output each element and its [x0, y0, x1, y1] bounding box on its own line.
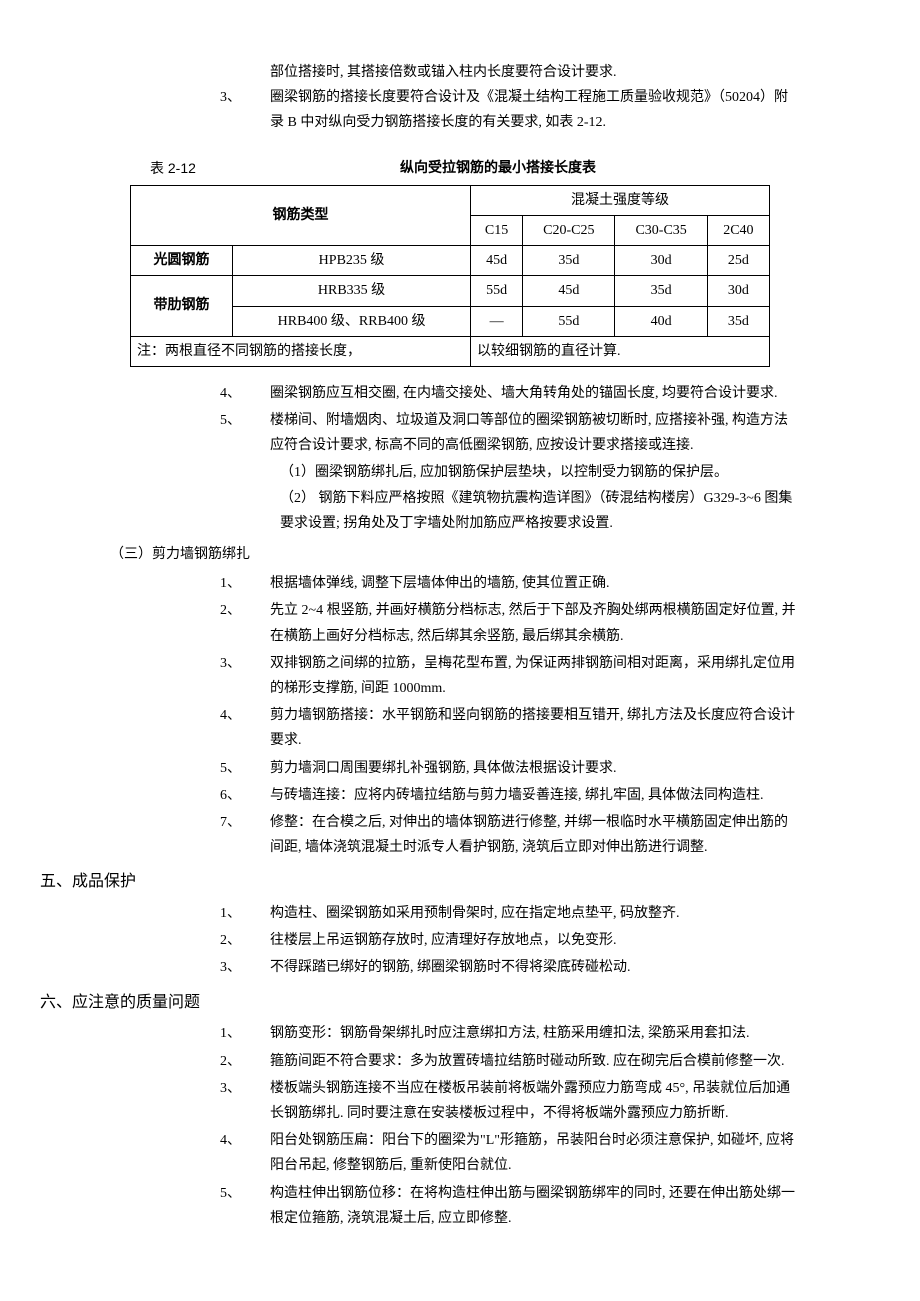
col-c20: C20-C25 — [523, 215, 615, 245]
col-c15: C15 — [471, 215, 523, 245]
s6-item-2: 2、箍筋间距不符合要求：多为放置砖墙拉结筋时碰动所致. 应在砌完后合模前修整一次… — [220, 1049, 800, 1074]
table-caption: 表 2-12 纵向受拉钢筋的最小搭接长度表 — [120, 156, 800, 181]
s6-item-4: 4、阳台处钢筋压扁：阳台下的圈梁为"L"形箍筋，吊装阳台时必须注意保护, 如碰坏… — [220, 1128, 800, 1178]
list-item-4: 4、 圈梁钢筋应互相交圈, 在内墙交接处、墙大角转角处的锚固长度, 均要符合设计… — [220, 381, 800, 406]
s3-item-5: 5、剪力墙洞口周围要绑扎补强钢筋, 具体做法根据设计要求. — [220, 756, 800, 781]
section-3-heading: （三）剪力墙钢筋绑扎 — [110, 542, 800, 567]
cell: 55d — [523, 306, 615, 336]
cell: 45d — [471, 246, 523, 276]
row3-grade: HRB400 级、RRB400 级 — [233, 306, 471, 336]
s3-item-6: 6、与砖墙连接：应将内砖墙拉结筋与剪力墙妥善连接, 绑扎牢固, 具体做法同构造柱… — [220, 783, 800, 808]
sub-item-5-2: （2） 钢筋下料应严格按照《建筑物抗震构造详图》（砖混结构楼房）G329-3~6… — [280, 486, 800, 536]
list-item-3: 3、 圈梁钢筋的搭接长度要符合设计及《混凝土结构工程施工质量验收规范》（5020… — [220, 85, 800, 135]
heading-5: 五、成品保护 — [40, 868, 800, 897]
s3-item-1: 1、根据墙体弹线, 调整下层墙体伸出的墙筋, 使其位置正确. — [220, 571, 800, 596]
s6-item-1: 1、钢筋变形：钢筋骨架绑扎时应注意绑扣方法, 柱筋采用缠扣法, 梁筋采用套扣法. — [220, 1021, 800, 1046]
header-type: 钢筋类型 — [131, 185, 471, 245]
s6-item-3: 3、楼板端头钢筋连接不当应在楼板吊装前将板端外露预应力筋弯成 45°, 吊装就位… — [220, 1076, 800, 1126]
cell: 35d — [523, 246, 615, 276]
item-number: 3、 — [220, 85, 270, 135]
s3-item-7: 7、修整：在合模之后, 对伸出的墙体钢筋进行修整, 并绑一根临时水平横筋固定伸出… — [220, 810, 800, 860]
table-note-right: 以较细钢筋的直径计算. — [471, 336, 770, 366]
row1-grade: HPB235 级 — [233, 246, 471, 276]
table-note-left: 注：两根直径不同钢筋的搭接长度， — [131, 336, 471, 366]
cell: 30d — [615, 246, 707, 276]
s5-item-3: 3、不得踩踏已绑好的钢筋, 绑圈梁钢筋时不得将梁底砖碰松动. — [220, 955, 800, 980]
item-text: 圈梁钢筋的搭接长度要符合设计及《混凝土结构工程施工质量验收规范》（50204）附… — [270, 85, 800, 135]
s5-item-1: 1、构造柱、圈梁钢筋如采用预制骨架时, 应在指定地点垫平, 码放整齐. — [220, 901, 800, 926]
cell: 45d — [523, 276, 615, 306]
row2-cat: 带肋钢筋 — [131, 276, 233, 336]
cell: 35d — [615, 276, 707, 306]
cell: — — [471, 306, 523, 336]
splice-length-table: 钢筋类型 混凝土强度等级 C15 C20-C25 C30-C35 2C40 光圆… — [130, 185, 770, 367]
row2-grade: HRB335 级 — [233, 276, 471, 306]
item-number: 4、 — [220, 381, 270, 406]
item-number: 5、 — [220, 408, 270, 458]
s5-item-2: 2、往楼层上吊运钢筋存放时, 应清理好存放地点，以免变形. — [220, 928, 800, 953]
cell: 55d — [471, 276, 523, 306]
sub-item-5-1: （1）圈梁钢筋绑扎后, 应加钢筋保护层垫块，以控制受力钢筋的保护层。 — [280, 460, 800, 485]
cell: 25d — [707, 246, 769, 276]
col-2c40: 2C40 — [707, 215, 769, 245]
cell: 35d — [707, 306, 769, 336]
s3-item-4: 4、剪力墙钢筋搭接：水平钢筋和竖向钢筋的搭接要相互错开, 绑扎方法及长度应符合设… — [220, 703, 800, 753]
s3-item-2: 2、先立 2~4 根竖筋, 并画好横筋分档标志, 然后于下部及齐胸处绑两根横筋固… — [220, 598, 800, 648]
list-item-5: 5、 楼梯间、附墙烟肉、垃圾道及洞口等部位的圈梁钢筋被切断时, 应搭接补强, 构… — [220, 408, 800, 458]
table-title: 纵向受拉钢筋的最小搭接长度表 — [400, 161, 596, 176]
table-number: 表 2-12 — [150, 156, 196, 181]
item-text: 楼梯间、附墙烟肉、垃圾道及洞口等部位的圈梁钢筋被切断时, 应搭接补强, 构造方法… — [270, 408, 800, 458]
header-grade: 混凝土强度等级 — [471, 185, 770, 215]
s6-item-5: 5、构造柱伸出钢筋位移：在将构造柱伸出筋与圈梁钢筋绑牢的同时, 还要在伸出筋处绑… — [220, 1181, 800, 1231]
s3-item-3: 3、双排钢筋之间绑的拉筋，呈梅花型布置, 为保证两排钢筋间相对距离，采用绑扎定位… — [220, 651, 800, 701]
cell: 40d — [615, 306, 707, 336]
item-text: 圈梁钢筋应互相交圈, 在内墙交接处、墙大角转角处的锚固长度, 均要符合设计要求. — [270, 381, 800, 406]
heading-6: 六、应注意的质量问题 — [40, 989, 800, 1018]
continuation-text: 部位搭接时, 其搭接倍数或锚入柱内长度要符合设计要求. — [270, 60, 800, 85]
row1-cat: 光圆钢筋 — [131, 246, 233, 276]
cell: 30d — [707, 276, 769, 306]
col-c30: C30-C35 — [615, 215, 707, 245]
